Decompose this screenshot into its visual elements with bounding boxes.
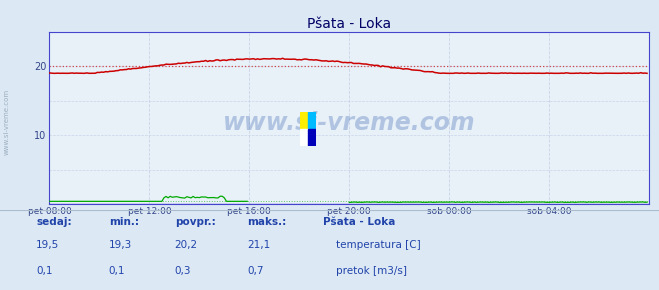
Text: 19,3: 19,3 [109, 240, 132, 250]
Text: min.:: min.: [109, 217, 139, 227]
Text: povpr.:: povpr.: [175, 217, 215, 227]
Text: 19,5: 19,5 [36, 240, 59, 250]
Text: 21,1: 21,1 [247, 240, 270, 250]
Title: Pšata - Loka: Pšata - Loka [307, 17, 391, 31]
Text: 0,3: 0,3 [175, 266, 191, 276]
Bar [300, 129, 308, 146]
Bar [300, 112, 308, 129]
Text: maks.:: maks.: [247, 217, 287, 227]
Bar [308, 112, 316, 129]
Text: 0,7: 0,7 [247, 266, 264, 276]
Text: temperatura [C]: temperatura [C] [336, 240, 421, 250]
Text: Pšata - Loka: Pšata - Loka [323, 217, 395, 227]
Text: pretok [m3/s]: pretok [m3/s] [336, 266, 407, 276]
Text: 0,1: 0,1 [36, 266, 53, 276]
Bar [308, 129, 316, 146]
Text: sedaj:: sedaj: [36, 217, 72, 227]
Text: 0,1: 0,1 [109, 266, 125, 276]
Text: www.si-vreme.com: www.si-vreme.com [3, 89, 10, 155]
Text: 20,2: 20,2 [175, 240, 198, 250]
Text: www.si-vreme.com: www.si-vreme.com [223, 111, 476, 135]
